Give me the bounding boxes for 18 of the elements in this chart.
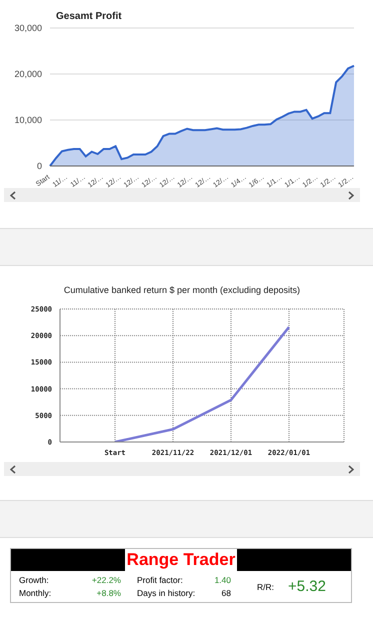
text: 1.40 [213, 575, 231, 585]
text: Range Trader [124, 549, 238, 571]
text: 68 [220, 588, 231, 598]
line-series [114, 326, 290, 442]
y-tick-label: 30,000 [14, 23, 42, 34]
text: +5.32 [288, 578, 326, 595]
text: +8.8% [96, 588, 121, 598]
text: R/R: [257, 582, 274, 592]
text: Days in history: [137, 588, 196, 598]
text: Growth: [19, 575, 50, 585]
y-tick-label: 10,000 [14, 115, 42, 126]
chart-title: Cumulative banked return $ per month (excluding deposits) [62, 285, 302, 295]
chart-title: Gesamt Profit [56, 11, 122, 22]
y-tick-label: 20,000 [14, 69, 42, 80]
y-tick-label: 0 [36, 161, 42, 172]
text: +22.2% [90, 575, 121, 585]
text: Profit factor: [137, 575, 184, 585]
text: Monthly: [19, 588, 52, 598]
